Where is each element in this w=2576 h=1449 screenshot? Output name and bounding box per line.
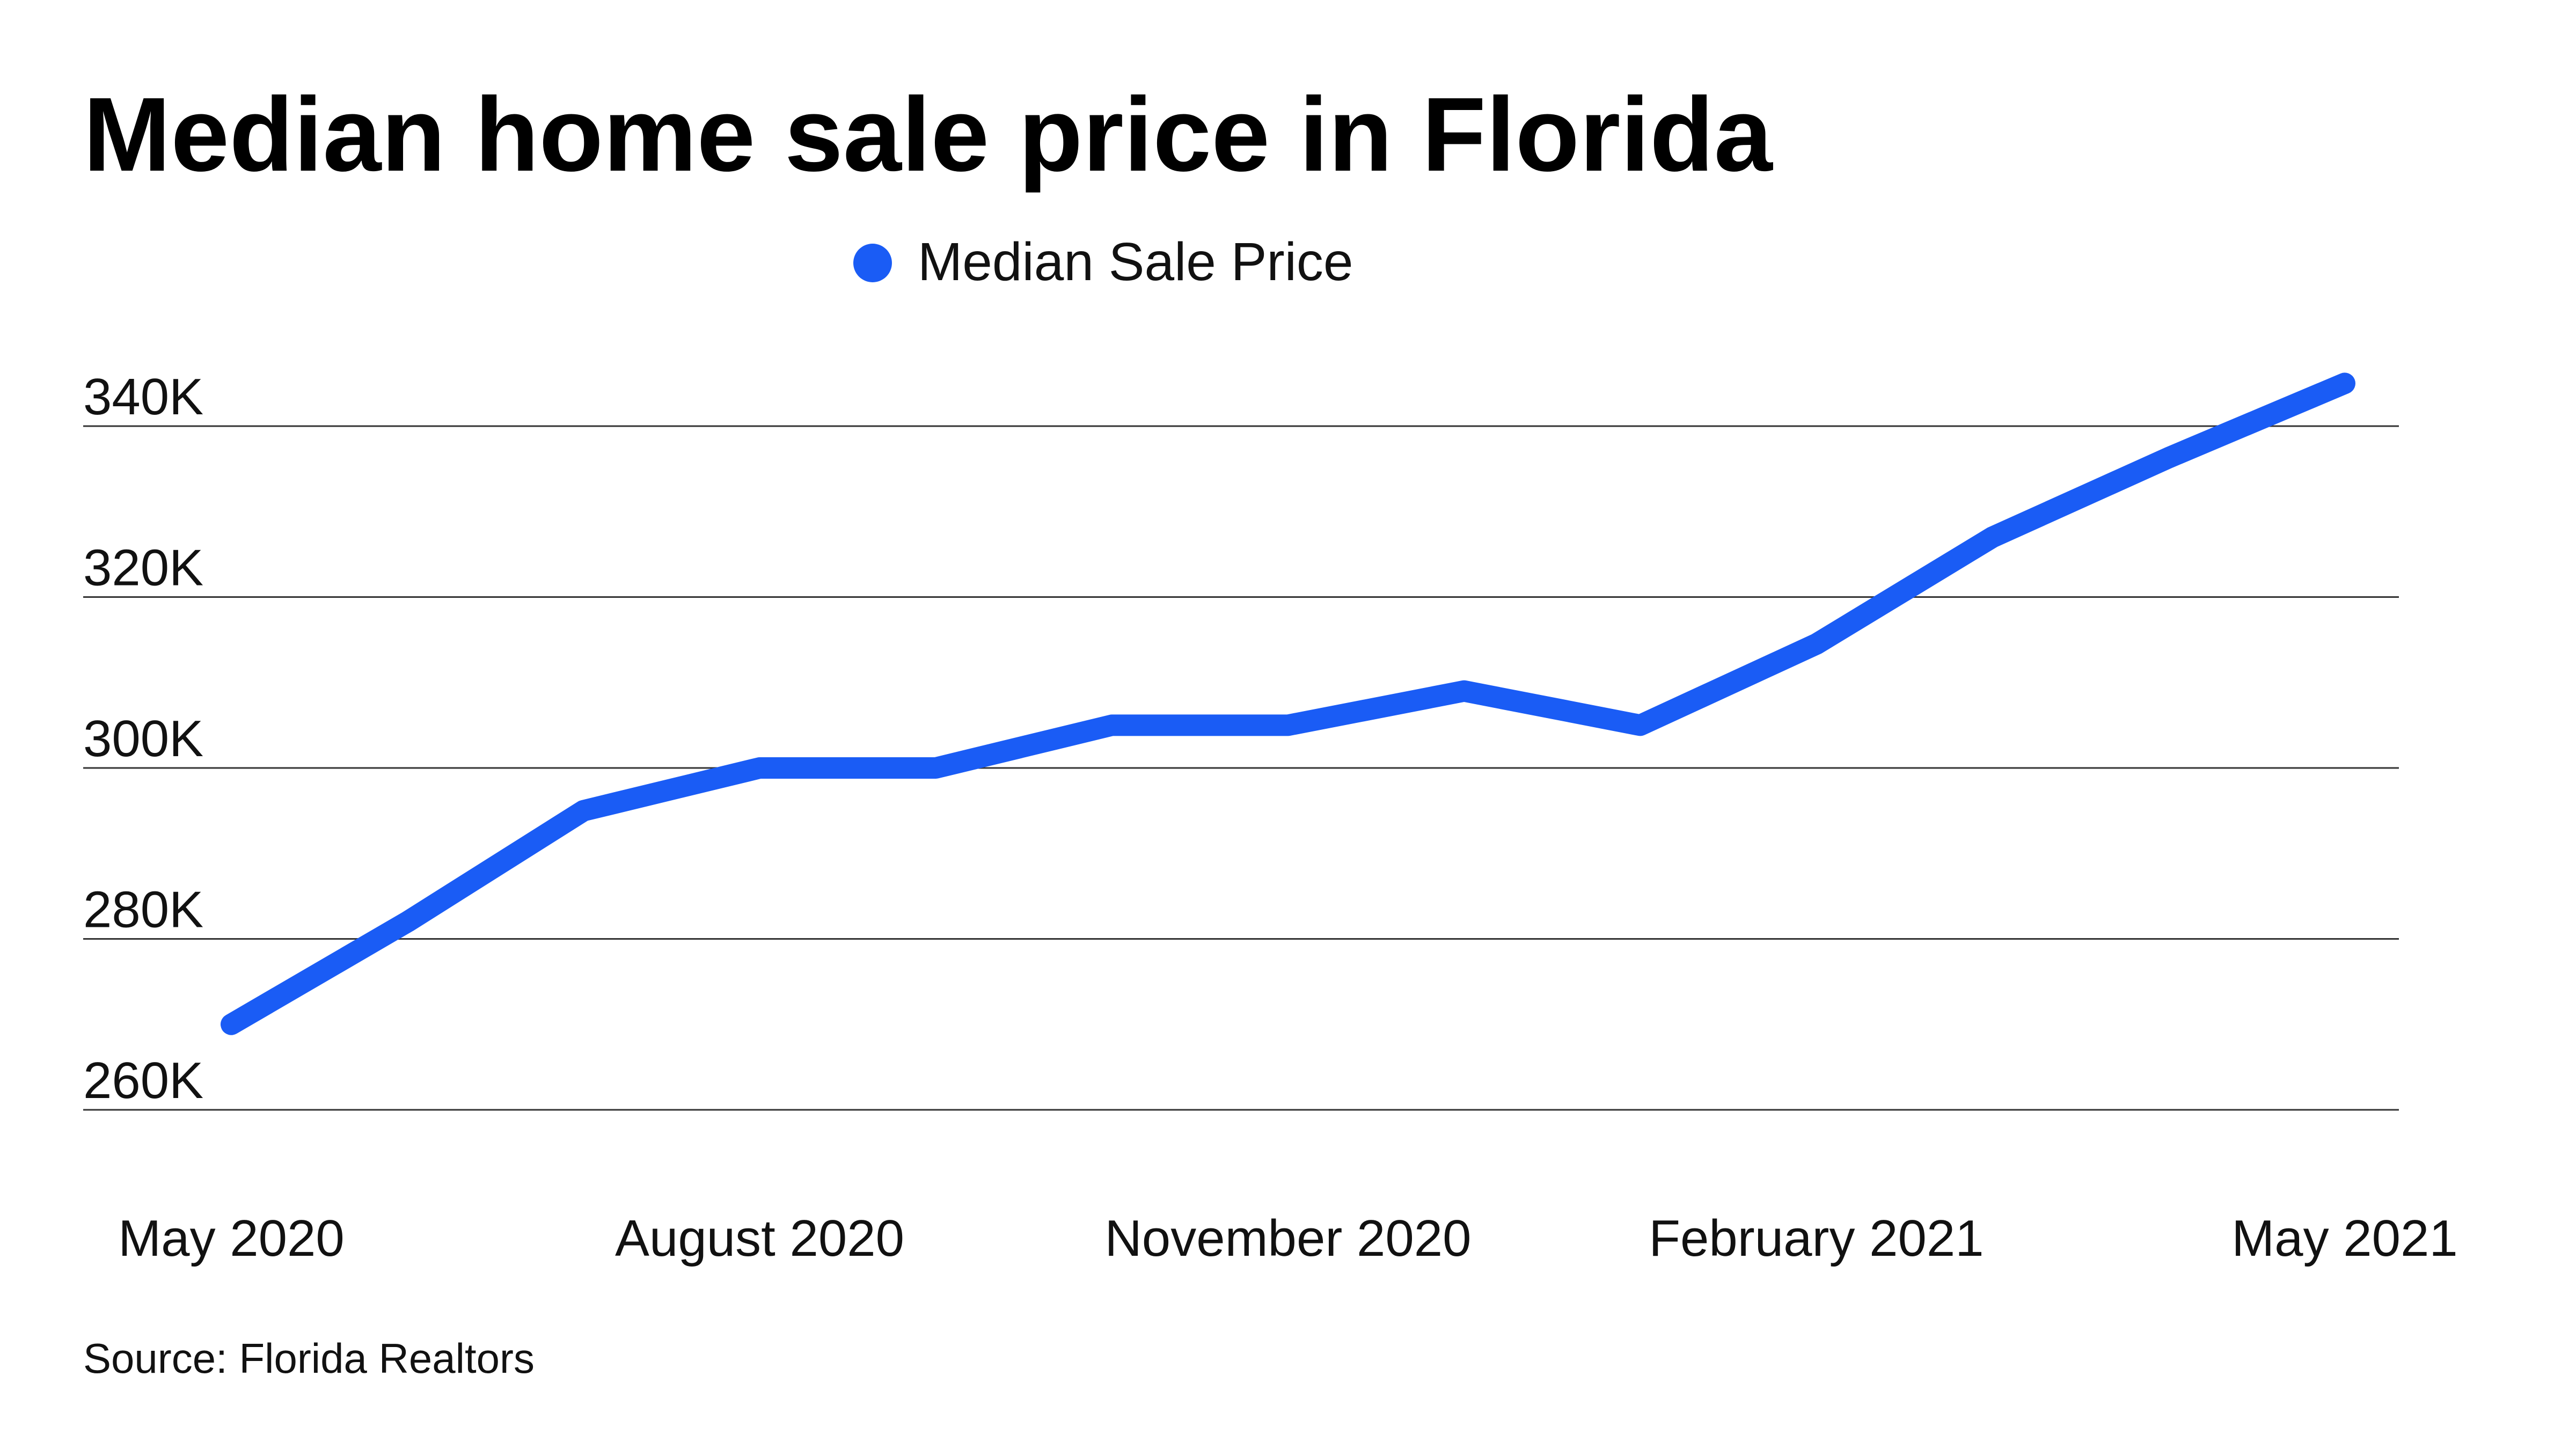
source-note: Source: Florida Realtors: [83, 1335, 535, 1382]
data-point: [407, 921, 408, 923]
y-tick-label: 300K: [83, 710, 203, 767]
data-point: [1816, 643, 1817, 645]
x-axis: May 2020 August 2020 November 2020 February…: [118, 1210, 2458, 1267]
data-point: [1992, 537, 1993, 538]
series-median-sale-price: [221, 372, 2355, 1035]
data-point: [1640, 724, 1641, 726]
data-point: [583, 810, 584, 811]
data-point: [1111, 724, 1113, 726]
y-tick-label: 320K: [83, 539, 203, 597]
data-point: [759, 767, 760, 769]
x-tick-label: May 2021: [2231, 1210, 2458, 1267]
y-tick-label: 260K: [83, 1052, 203, 1109]
data-point: [2168, 457, 2169, 458]
chart-title: Median home sale price in Florida: [83, 76, 1774, 193]
x-tick-label: November 2020: [1104, 1210, 1471, 1267]
data-point: [231, 1023, 232, 1025]
y-tick-label: 340K: [83, 368, 203, 426]
data-point: [935, 767, 936, 769]
legend-label: Median Sale Price: [918, 232, 1353, 292]
gridlines: [83, 425, 2399, 1111]
y-axis: 260K 280K 300K 320K 340K: [83, 368, 203, 1109]
x-tick-label: August 2020: [615, 1210, 904, 1267]
data-point: [2344, 383, 2345, 384]
y-tick-label: 280K: [83, 881, 203, 939]
x-tick-label: February 2021: [1649, 1210, 1984, 1267]
legend-marker: [853, 244, 892, 282]
legend: Median Sale Price: [853, 232, 1353, 292]
x-tick-label: May 2020: [118, 1210, 345, 1267]
data-point: [1463, 690, 1465, 692]
series-line: [221, 372, 2355, 1035]
data-point: [1287, 724, 1289, 726]
